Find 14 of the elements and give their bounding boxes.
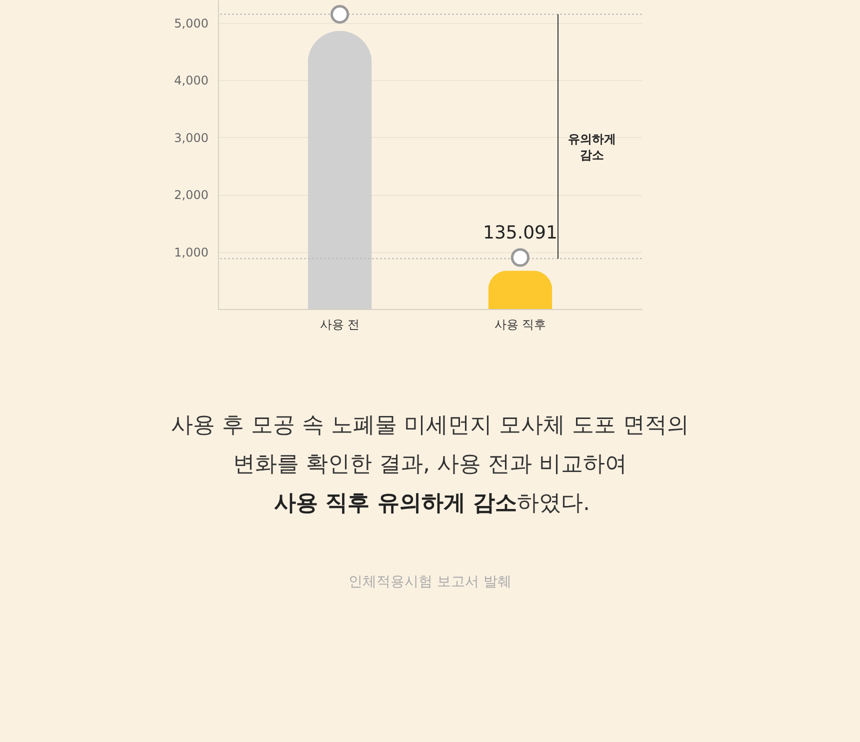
y-tick-label: 4,000 xyxy=(174,74,208,88)
text: 변화를 확인한 결과, 사용 전과 비교하여 xyxy=(233,452,627,477)
x-tick-label: 사용 전 xyxy=(320,318,360,332)
text: 하였다. xyxy=(517,491,590,516)
y-tick-label: 3,000 xyxy=(174,130,208,145)
text: 사용 후 모공 속 노폐물 미세먼지 모사체 도포 면적의 xyxy=(171,413,689,438)
x-tick-label: 사용 직후 xyxy=(494,318,546,332)
y-tick-label: 1,000 xyxy=(174,245,208,260)
text: 인체적용시험 보고서 발췌 xyxy=(348,574,512,590)
y-tick-label: 5,000 xyxy=(174,16,208,30)
annotation: 135.091 xyxy=(482,222,558,244)
text: 사용 직후 유의하게 감소 xyxy=(274,491,517,516)
y-tick-label: 2,000 xyxy=(174,188,208,202)
annotation: 유의하게 감소 xyxy=(568,132,616,162)
